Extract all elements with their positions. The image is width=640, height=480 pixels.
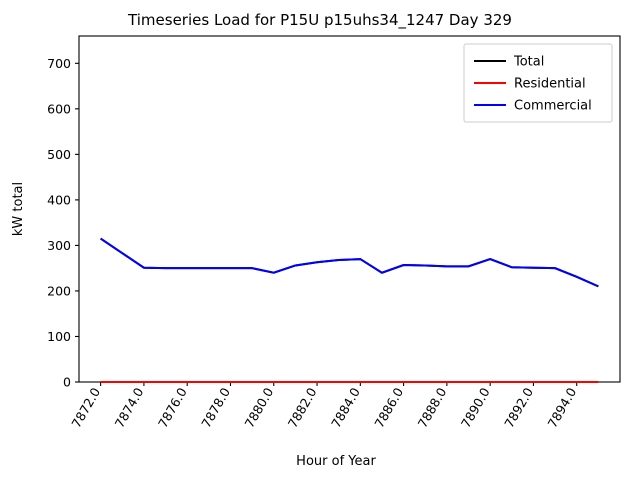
x-tick-label: 7876.0 bbox=[155, 385, 190, 430]
x-tick-label: 7872.0 bbox=[68, 385, 103, 430]
x-tick-label: 7886.0 bbox=[371, 385, 406, 430]
x-axis-label: Hour of Year bbox=[296, 454, 376, 469]
series-line-total bbox=[100, 237, 599, 288]
legend-label-total[interactable]: Total bbox=[513, 55, 544, 70]
x-tick-label: 7888.0 bbox=[415, 385, 450, 430]
x-tick-label: 7882.0 bbox=[285, 385, 320, 430]
y-tick-label: 500 bbox=[47, 147, 71, 162]
chart-title: Timeseries Load for P15U p15uhs34_1247 D… bbox=[127, 11, 512, 30]
y-tick-label: 400 bbox=[47, 192, 71, 207]
x-tick-label: 7880.0 bbox=[241, 385, 276, 430]
legend-background bbox=[463, 43, 613, 123]
chart-legend[interactable]: Total Residential Commercial bbox=[463, 43, 613, 123]
y-tick-label: 100 bbox=[47, 329, 71, 344]
y-tick-label: 600 bbox=[47, 101, 71, 116]
legend-label-residential[interactable]: Residential bbox=[514, 77, 586, 92]
y-tick-label: 700 bbox=[47, 56, 71, 71]
x-tick-label: 7890.0 bbox=[458, 385, 493, 430]
series-line-commercial bbox=[100, 237, 599, 288]
data-series-group bbox=[100, 237, 599, 383]
y-tick-label: 300 bbox=[47, 238, 71, 253]
x-tick-label: 7894.0 bbox=[544, 385, 579, 430]
y-tick-label: 200 bbox=[47, 283, 71, 298]
x-tick-label: 7874.0 bbox=[112, 385, 147, 430]
legend-label-commercial[interactable]: Commercial bbox=[514, 99, 592, 114]
x-tick-label: 7878.0 bbox=[198, 385, 233, 430]
y-tick-label: 0 bbox=[63, 375, 71, 390]
x-tick-label: 7884.0 bbox=[328, 385, 363, 430]
x-tick-label: 7892.0 bbox=[501, 385, 536, 430]
y-axis-label: kW total bbox=[11, 182, 26, 236]
